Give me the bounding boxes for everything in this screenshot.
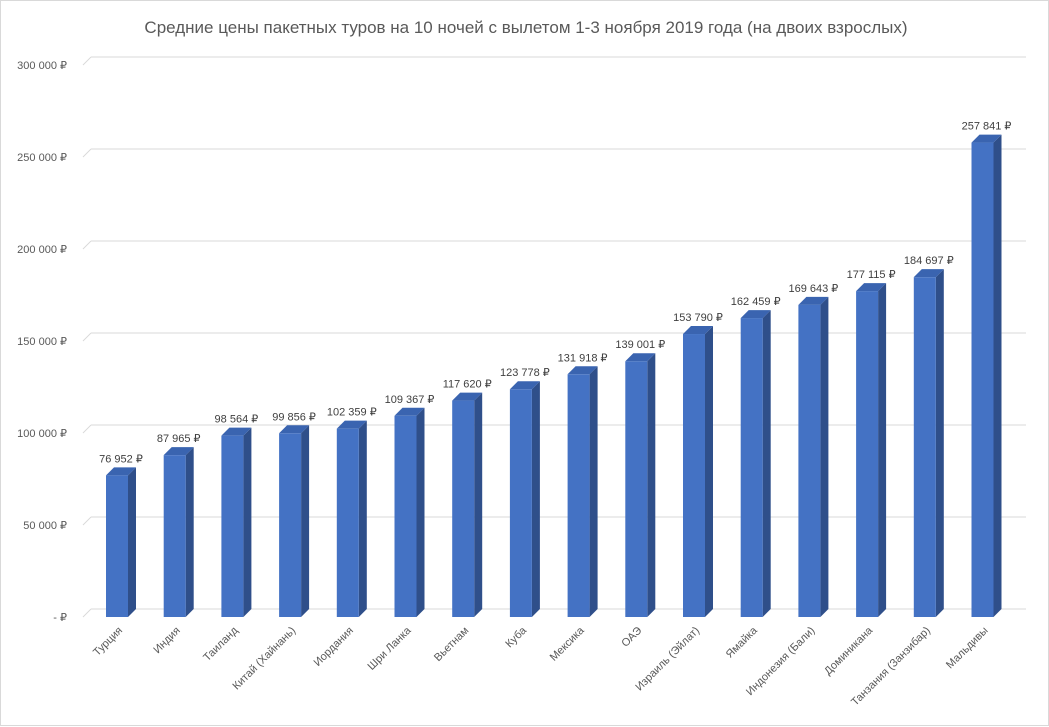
bar: [683, 334, 705, 617]
bar-top: [798, 296, 829, 305]
bar: [394, 415, 417, 617]
data-label: 153 790 ₽: [673, 312, 723, 324]
data-label: 117 620 ₽: [443, 379, 492, 391]
bar-top: [683, 326, 713, 335]
bar-side: [935, 269, 944, 617]
bar-side: [243, 427, 252, 617]
bar-side: [416, 407, 425, 617]
y-tick-label: 300 000 ₽: [17, 60, 67, 72]
bar-top: [106, 467, 136, 476]
gridline-diagonal: [82, 608, 92, 618]
bar-side: [705, 326, 713, 617]
bar: [336, 428, 359, 617]
bar-side: [301, 425, 310, 617]
gridline-diagonal: [82, 56, 92, 66]
x-tick-label: Индия: [151, 625, 182, 656]
y-tick-label: - ₽: [53, 612, 67, 624]
bar: [279, 433, 302, 617]
x-tick-label: Таиланд: [201, 624, 241, 664]
bar: [106, 475, 128, 617]
data-label: 257 841 ₽: [962, 121, 1012, 133]
x-tick-label: Китай (Хайнань): [231, 625, 299, 693]
bar: [971, 142, 994, 617]
y-tick-label: 100 000 ₽: [17, 428, 67, 440]
bar-side: [993, 134, 1002, 617]
y-tick-label: 250 000 ₽: [17, 152, 67, 164]
bar: [740, 318, 763, 617]
data-label: 131 918 ₽: [558, 352, 608, 364]
bar-side: [185, 447, 194, 617]
x-tick-label: Ямайка: [724, 624, 761, 661]
y-tick-label: 50 000 ₽: [23, 520, 67, 532]
x-tick-label: Куба: [503, 624, 529, 650]
bar-side: [474, 392, 483, 617]
bar-top: [567, 366, 598, 375]
x-tick-label: Вьетнам: [432, 625, 471, 664]
bar: [798, 304, 821, 617]
bar-top: [163, 447, 194, 456]
x-tick-label: ОАЭ: [619, 625, 644, 650]
bar-side: [878, 283, 887, 617]
data-label: 102 359 ₽: [327, 407, 377, 419]
x-tick-label: Доминикана: [822, 624, 876, 678]
bar-top: [625, 353, 656, 362]
gridline-diagonal: [82, 332, 92, 342]
bar-side: [358, 420, 367, 617]
bar-side: [647, 353, 656, 617]
chart-title: Средние цены пакетных туров на 10 ночей …: [144, 18, 907, 37]
data-label: 162 459 ₽: [731, 296, 781, 308]
bar-side: [128, 467, 136, 617]
bar-top: [221, 427, 252, 436]
x-tick-label: Мексика: [548, 624, 588, 664]
data-label: 76 952 ₽: [99, 453, 143, 465]
x-tick-label: Шри Ланка: [366, 624, 415, 673]
bar: [913, 277, 936, 617]
bar-side: [762, 310, 771, 617]
gridline-diagonal: [82, 424, 92, 434]
bar-top: [452, 392, 483, 401]
gridline-diagonal: [82, 240, 92, 250]
data-label: 184 697 ₽: [904, 255, 954, 267]
data-label: 87 965 ₽: [157, 433, 201, 445]
bar: [509, 389, 532, 617]
bar: [452, 400, 475, 617]
bar-top: [913, 269, 944, 278]
bar: [221, 435, 244, 617]
bar-top: [279, 425, 310, 434]
gridline-diagonal: [82, 148, 92, 158]
y-tick-label: 150 000 ₽: [17, 336, 67, 348]
bar-top: [394, 407, 425, 416]
bar-top: [336, 420, 367, 429]
x-tick-label: Турция: [91, 625, 125, 659]
data-label: 123 778 ₽: [500, 367, 550, 379]
bar-top: [740, 310, 771, 319]
bar-side: [531, 381, 540, 617]
bar-top: [509, 381, 540, 390]
bar: [625, 361, 648, 617]
data-label: 99 856 ₽: [272, 411, 316, 423]
x-tick-label: Израиль (Эйлат): [633, 625, 702, 694]
bar: [856, 291, 879, 617]
y-tick-label: 200 000 ₽: [17, 244, 67, 256]
data-label: 169 643 ₽: [788, 283, 838, 295]
data-label: 98 564 ₽: [215, 414, 259, 426]
data-label: 109 367 ₽: [385, 394, 435, 406]
bar: [163, 455, 186, 617]
gridline-diagonal: [82, 516, 92, 526]
data-label: 139 001 ₽: [615, 339, 665, 351]
bar: [567, 374, 590, 617]
bar-top: [971, 134, 1002, 143]
bar-side: [589, 366, 598, 617]
bar-side: [820, 296, 829, 617]
data-label: 177 115 ₽: [847, 269, 896, 281]
x-tick-label: Мальдивы: [944, 625, 991, 672]
bar-top: [856, 283, 887, 292]
x-tick-label: Иордания: [312, 625, 356, 669]
